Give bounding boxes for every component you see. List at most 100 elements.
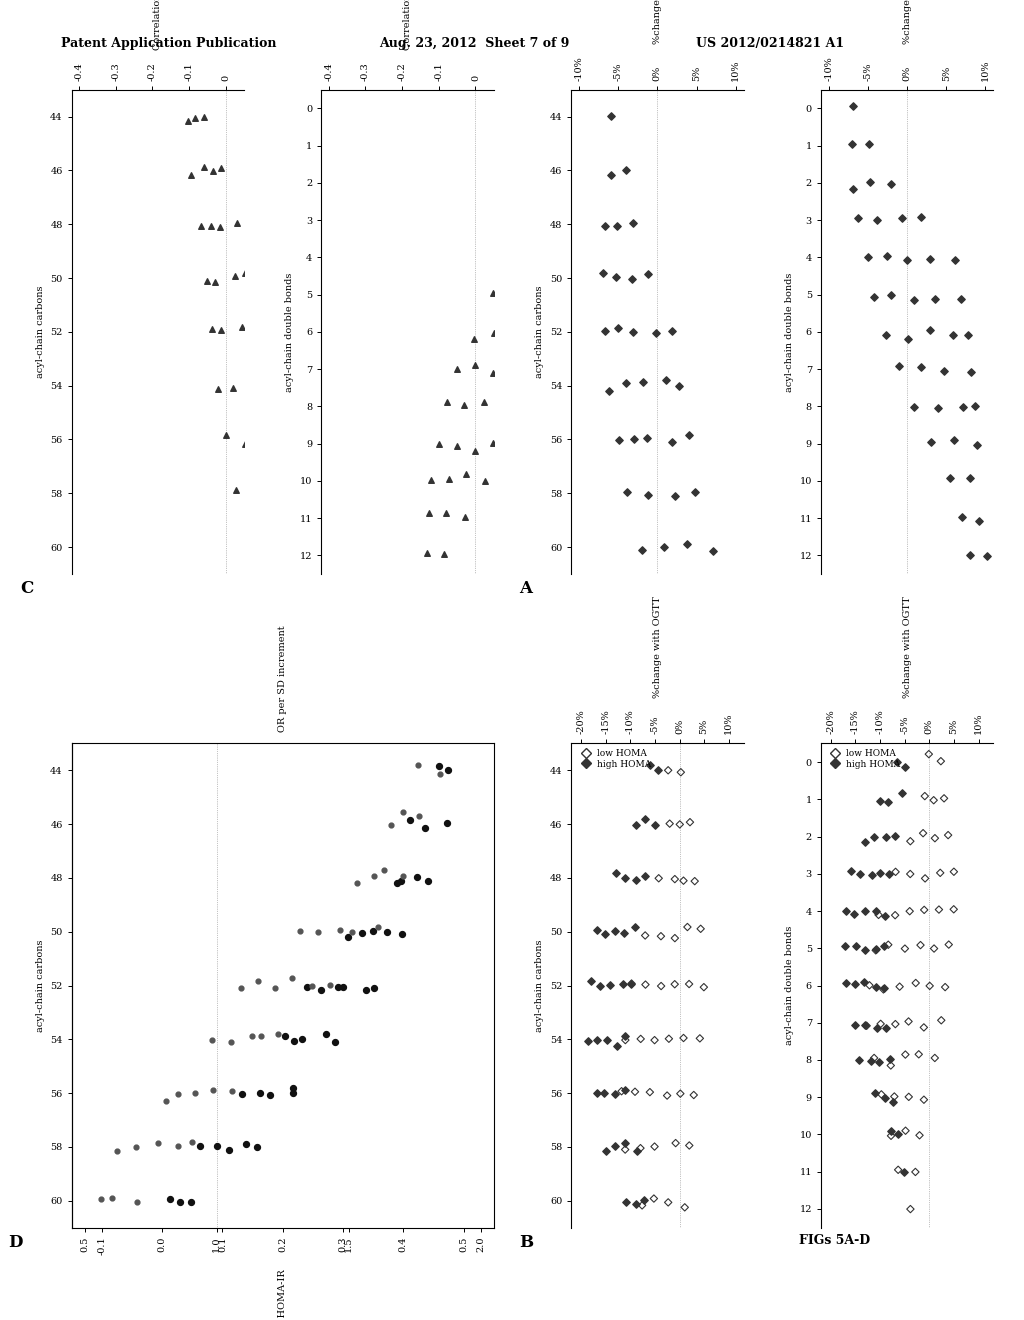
Point [367, 977, 383, 998]
Point [285, 1082, 301, 1104]
Point [866, 1047, 883, 1068]
Point [205, 1080, 221, 1101]
Point [642, 1081, 658, 1102]
Point [940, 825, 956, 846]
Point [542, 172, 558, 193]
Text: Patent Application Publication: Patent Application Publication [61, 37, 276, 50]
Point [456, 395, 472, 416]
Point [485, 433, 502, 454]
Point [662, 813, 678, 834]
Point [232, 978, 249, 999]
Point [449, 358, 465, 379]
Point [640, 264, 656, 285]
Point [614, 973, 631, 994]
Legend: low HOMA, high HOMA: low HOMA, high HOMA [825, 748, 901, 770]
Point [878, 325, 894, 346]
Point [617, 1030, 634, 1051]
Point [417, 817, 433, 838]
Point [617, 160, 634, 181]
Point [196, 107, 212, 128]
X-axis label: %change with OGTT: %change with OGTT [653, 0, 662, 44]
Point [857, 940, 873, 961]
Point [438, 812, 455, 833]
Y-axis label: acyl-chain carbons: acyl-chain carbons [36, 285, 45, 378]
Point [213, 319, 229, 341]
Point [923, 248, 939, 269]
Point [203, 215, 219, 236]
Point [589, 1082, 605, 1104]
Point [706, 540, 722, 561]
Point [287, 1030, 303, 1051]
Point [261, 370, 278, 391]
Point [685, 1085, 701, 1106]
Point [899, 249, 915, 271]
Point [382, 814, 398, 836]
Text: B: B [519, 1234, 534, 1251]
Point [589, 1030, 605, 1051]
Point [865, 286, 882, 308]
Point [104, 1188, 121, 1209]
Point [624, 973, 640, 994]
Point [238, 433, 254, 454]
Point [886, 1086, 902, 1107]
Point [210, 379, 226, 400]
Point [657, 370, 674, 391]
Point [611, 429, 628, 450]
Point [420, 870, 436, 891]
Point [664, 321, 680, 342]
Point [867, 940, 884, 961]
Point [603, 164, 620, 185]
Point [888, 861, 904, 882]
Point [503, 288, 519, 309]
Point [244, 1026, 260, 1047]
Point [109, 1140, 125, 1162]
X-axis label: Correlation to HOMA-IR: Correlation to HOMA-IR [403, 0, 412, 50]
Point [485, 322, 502, 343]
Point [882, 1048, 898, 1069]
Point [647, 814, 664, 836]
Point [653, 975, 670, 997]
Point [366, 920, 382, 941]
Point [183, 1191, 200, 1212]
Point [906, 397, 923, 418]
Point [681, 973, 697, 994]
Y-axis label: acyl-chain carbons: acyl-chain carbons [536, 940, 544, 1032]
Point [449, 436, 465, 457]
Point [332, 920, 348, 941]
Point [927, 828, 943, 849]
Point [557, 279, 573, 300]
Point [410, 755, 426, 776]
Point [437, 503, 454, 524]
Point [278, 1024, 294, 1045]
Point [354, 923, 371, 944]
Point [848, 936, 864, 957]
Point [504, 319, 520, 341]
Point [439, 759, 456, 780]
Y-axis label: acyl-chain double bonds: acyl-chain double bonds [785, 272, 794, 392]
Point [633, 1028, 649, 1049]
Point [673, 762, 689, 783]
Point [911, 1125, 928, 1146]
Point [187, 107, 204, 128]
Legend: low HOMA, high HOMA: low HOMA, high HOMA [575, 748, 651, 770]
Point [233, 315, 250, 337]
Point [253, 1026, 269, 1047]
Point [894, 783, 910, 804]
Point [861, 974, 878, 995]
Point [524, 318, 541, 339]
Point [559, 247, 575, 268]
Point [228, 480, 245, 502]
Point [885, 1092, 901, 1113]
Point [883, 285, 899, 306]
Point [616, 1026, 633, 1047]
Point [523, 282, 540, 304]
Point [937, 977, 953, 998]
Point [597, 321, 613, 342]
Point [370, 917, 386, 939]
Point [598, 1140, 614, 1162]
Point [910, 1044, 927, 1065]
Point [667, 486, 683, 507]
Point [889, 751, 905, 772]
Point [331, 975, 347, 997]
Point [439, 391, 456, 412]
